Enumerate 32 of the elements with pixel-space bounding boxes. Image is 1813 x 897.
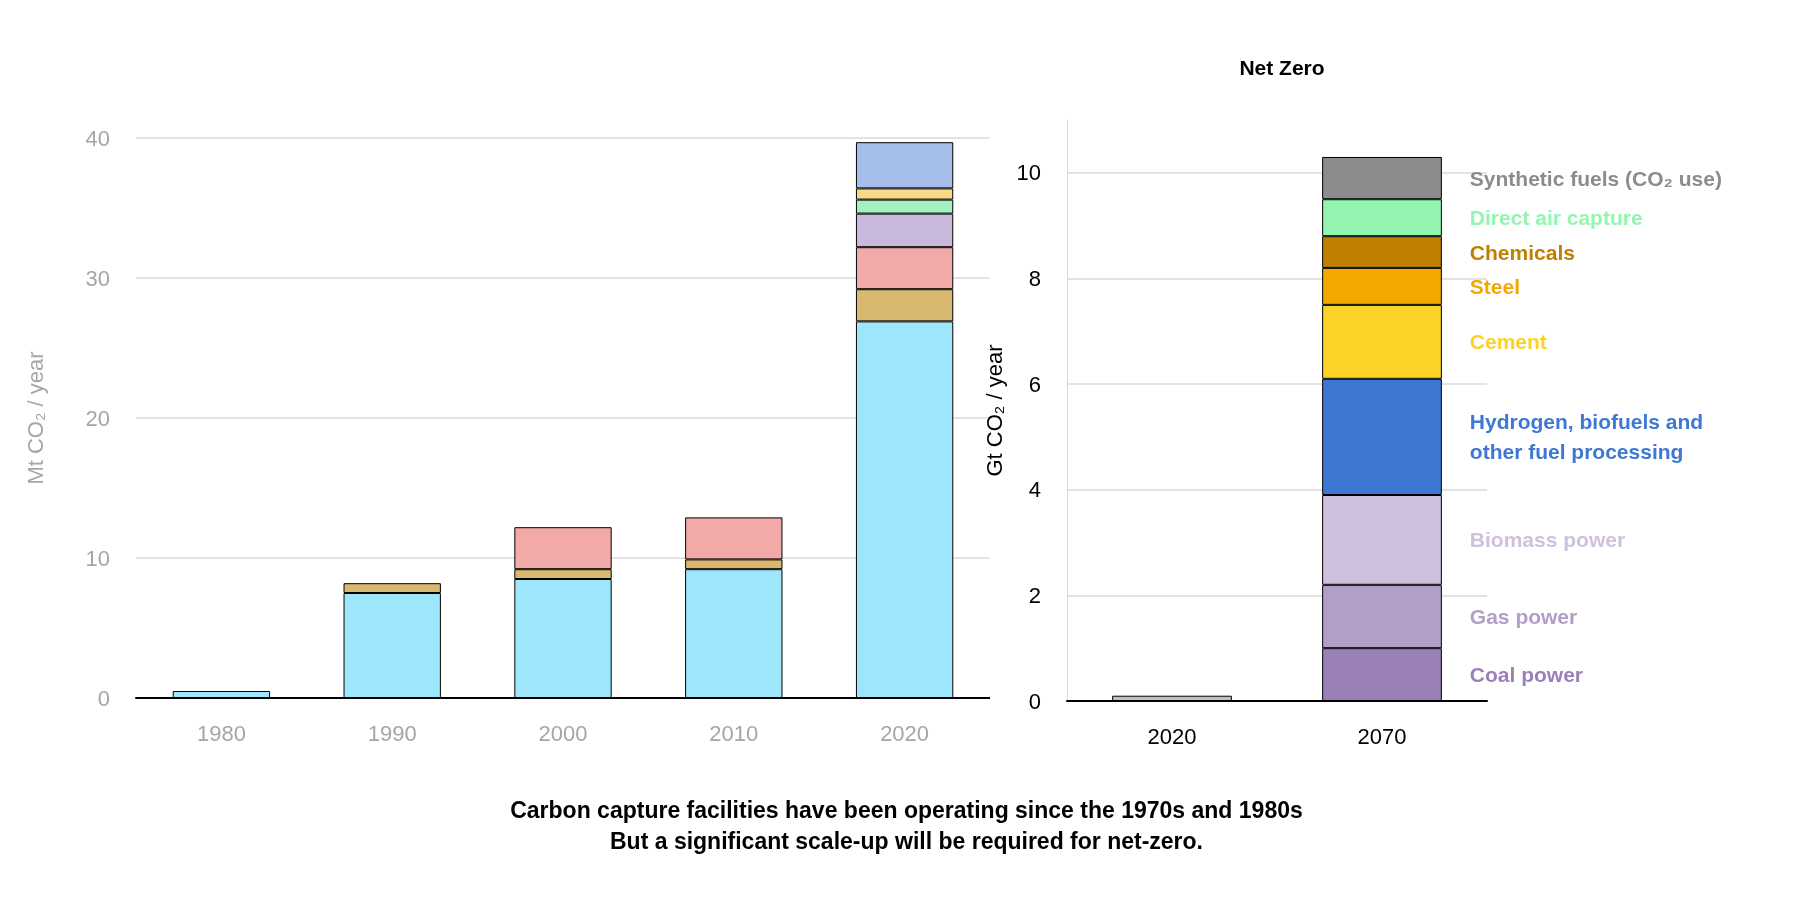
y-tick-label: 10 <box>85 545 110 571</box>
y-tick-label: 2 <box>1028 582 1041 608</box>
y-tick-label: 10 <box>1016 160 1041 186</box>
series-label: Steel <box>1469 274 1521 298</box>
y-tick-label: 0 <box>97 685 110 711</box>
series-label: Biomass power <box>1469 528 1626 552</box>
series-label: Cement <box>1469 330 1547 354</box>
y-tick-label: 8 <box>1028 265 1041 291</box>
series-label: Direct air capture <box>1469 206 1643 230</box>
y-axis-title: Gt CO₂ / year <box>981 344 1007 477</box>
x-tick-label: 2020 <box>880 720 930 746</box>
y-tick-label: 20 <box>85 405 110 431</box>
x-tick-label: 2010 <box>709 720 759 746</box>
series-label: Chemicals <box>1469 240 1575 264</box>
series-label: Hydrogen, biofuels and other fuel processing <box>1469 410 1710 464</box>
x-tick-label: 1990 <box>367 720 417 746</box>
y-tick-label: 4 <box>1028 477 1041 503</box>
y-axis-title: Mt CO₂ / year <box>22 351 48 485</box>
text: But a significant scale-up will be required for net-zero. <box>609 827 1204 856</box>
chart-title: Net Zero <box>1239 56 1325 79</box>
y-tick-label: 6 <box>1028 371 1041 397</box>
x-tick-label: 2070 <box>1357 723 1407 749</box>
series-label: Gas power <box>1469 604 1578 628</box>
series-label: Coal power <box>1469 663 1584 687</box>
text: Carbon capture facilities have been operating since the 1970s and 1980s <box>509 796 1304 825</box>
series-label: Synthetic fuels (CO₂ use) <box>1469 166 1722 190</box>
y-tick-label: 0 <box>1028 688 1041 714</box>
x-tick-label: 2020 <box>1147 723 1197 749</box>
y-tick-label: 40 <box>85 125 110 151</box>
x-tick-label: 1980 <box>196 720 246 746</box>
x-tick-label: 2000 <box>538 720 588 746</box>
y-tick-label: 30 <box>85 265 110 291</box>
